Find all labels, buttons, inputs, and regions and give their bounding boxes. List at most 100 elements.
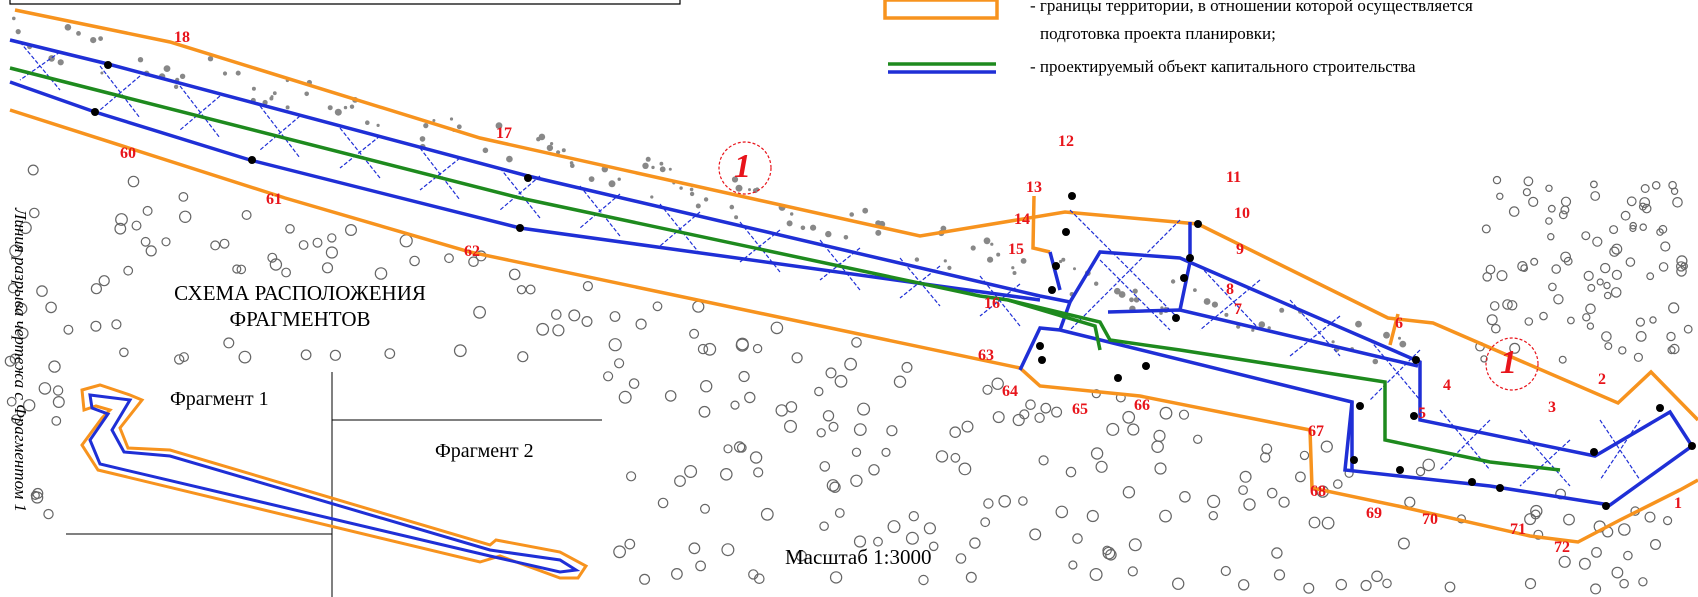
- tree-symbol: [17, 327, 29, 339]
- tree-symbol: [1128, 538, 1142, 552]
- tree-symbol: [28, 207, 40, 219]
- tree-symbol: [1669, 343, 1680, 355]
- point-symbol: [729, 204, 735, 210]
- point-symbol: [668, 167, 672, 171]
- tree-symbol: [1672, 197, 1683, 208]
- tree-symbol: [468, 256, 479, 267]
- tree-symbol: [1609, 225, 1619, 235]
- tree-symbol: [90, 283, 103, 295]
- tree-symbol: [748, 569, 759, 580]
- point-symbol: [270, 95, 274, 99]
- point-symbol: [482, 147, 489, 154]
- tree-symbol: [1206, 494, 1221, 508]
- tree-symbol: [1582, 313, 1591, 322]
- point-symbol: [1059, 259, 1063, 264]
- tree-symbol: [1639, 223, 1648, 232]
- tree-symbol: [119, 347, 129, 358]
- point-symbol: [731, 176, 739, 183]
- point-symbol: [222, 71, 228, 76]
- point-label: 70: [1422, 511, 1438, 528]
- tree-symbol: [721, 543, 735, 557]
- tree-symbol: [1055, 505, 1069, 519]
- tree-symbol: [1422, 458, 1435, 472]
- point-symbol: [1073, 267, 1076, 271]
- tree-symbol: [1530, 257, 1539, 266]
- tree-symbol: [1660, 241, 1671, 252]
- tree-symbol: [664, 390, 677, 402]
- legend-border-text-1: - границы территории, в отношении которо…: [1030, 0, 1473, 15]
- tree-symbol: [1239, 470, 1252, 483]
- tree-symbol: [657, 497, 669, 509]
- point-label: 3: [1548, 399, 1556, 416]
- point-symbol: [1011, 266, 1015, 270]
- tree-symbol: [608, 338, 622, 352]
- tree-symbol: [1509, 342, 1521, 354]
- tree-symbol: [232, 264, 242, 274]
- tree-symbol: [1675, 261, 1687, 272]
- tree-symbol: [1261, 443, 1273, 455]
- point-symbol: [1012, 271, 1017, 275]
- tree-symbol: [783, 419, 797, 433]
- tree-symbol: [1581, 231, 1591, 241]
- tree-symbol: [697, 343, 709, 355]
- tree-symbol: [795, 550, 807, 562]
- point-symbol: [1383, 331, 1390, 339]
- tree-symbol: [684, 465, 698, 479]
- point-symbol: [734, 215, 739, 220]
- point-symbol: [849, 212, 854, 217]
- point-symbol: [1193, 288, 1197, 292]
- tree-symbol: [131, 220, 142, 231]
- point-symbol: [100, 71, 104, 75]
- tree-symbol: [1502, 299, 1513, 310]
- tree-symbol: [613, 358, 625, 369]
- point-symbol: [1020, 258, 1027, 264]
- tree-symbol: [982, 384, 993, 395]
- point-symbol: [449, 117, 454, 121]
- point-label: 14: [1014, 211, 1030, 228]
- point-label: 67: [1308, 423, 1324, 440]
- tree-symbol: [327, 233, 337, 243]
- point-symbol: [550, 142, 554, 146]
- tree-symbol: [1522, 188, 1532, 197]
- point-symbol: [365, 120, 370, 125]
- tree-symbol: [45, 301, 57, 314]
- tree-symbol: [1683, 324, 1693, 334]
- tree-symbol: [819, 461, 831, 472]
- tree-symbol: [1220, 565, 1231, 577]
- tree-symbol: [950, 452, 961, 463]
- tree-symbol: [325, 246, 338, 259]
- fragment-1-label: Фрагмент 1: [170, 388, 269, 410]
- tree-symbol: [508, 268, 521, 281]
- tree-symbol: [901, 361, 913, 373]
- tree-symbol: [1106, 422, 1120, 436]
- tree-symbol: [1640, 184, 1650, 194]
- point-symbol: [1132, 288, 1138, 294]
- tree-symbol: [52, 396, 65, 409]
- point-symbol: [875, 229, 882, 236]
- point-symbol: [304, 91, 310, 97]
- tree-symbol: [63, 324, 74, 335]
- point-symbol: [285, 105, 290, 110]
- break-line-note-text: Линия разрыва чертежа с Фрагментом 1: [11, 207, 30, 513]
- project-object-green: [9, 66, 1561, 472]
- point-label: 16: [984, 295, 1000, 312]
- point-symbol: [617, 177, 621, 181]
- point-symbol: [996, 252, 1001, 257]
- tree-symbol: [851, 337, 862, 348]
- tree-symbol: [1611, 243, 1623, 255]
- point-symbol: [98, 36, 103, 41]
- tree-symbol: [1548, 282, 1557, 292]
- tree-symbol: [1545, 184, 1553, 192]
- tree-symbol: [1545, 217, 1553, 225]
- tree-symbol: [329, 349, 341, 361]
- tree-symbol: [613, 545, 626, 559]
- point-symbol: [90, 37, 97, 44]
- tree-symbol: [1547, 232, 1555, 241]
- tree-symbol: [819, 521, 829, 531]
- tree-symbol: [1159, 509, 1172, 523]
- tree-symbol: [1243, 498, 1256, 511]
- point-symbol: [57, 59, 64, 66]
- scale-text: Масштаб 1:3000: [785, 545, 932, 569]
- tree-symbol: [850, 474, 863, 487]
- tree-symbol: [1090, 447, 1104, 460]
